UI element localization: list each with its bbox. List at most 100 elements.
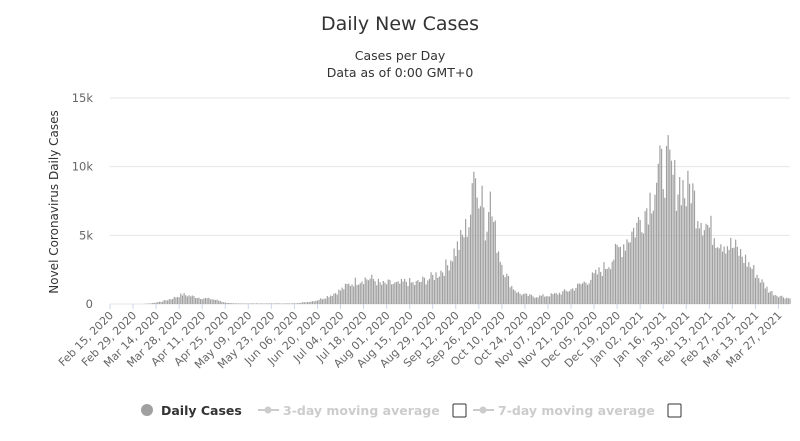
daily-cases-bar[interactable] bbox=[603, 262, 605, 304]
daily-cases-bar[interactable] bbox=[310, 301, 312, 304]
daily-cases-bar[interactable] bbox=[221, 301, 223, 304]
daily-cases-bar[interactable] bbox=[438, 276, 440, 304]
daily-cases-bar[interactable] bbox=[656, 182, 658, 304]
daily-cases-bar[interactable] bbox=[422, 276, 424, 304]
daily-cases-bar[interactable] bbox=[672, 174, 674, 304]
daily-cases-bar[interactable] bbox=[534, 297, 536, 304]
daily-cases-bar[interactable] bbox=[272, 303, 274, 304]
daily-cases-bar[interactable] bbox=[634, 237, 636, 304]
daily-cases-bar[interactable] bbox=[213, 299, 215, 304]
daily-cases-bar[interactable] bbox=[414, 285, 416, 304]
daily-cases-bar[interactable] bbox=[224, 302, 226, 304]
daily-cases-bar[interactable] bbox=[216, 299, 218, 304]
daily-cases-bar[interactable] bbox=[356, 284, 358, 304]
daily-cases-bar[interactable] bbox=[445, 259, 447, 304]
daily-cases-bar[interactable] bbox=[484, 240, 486, 304]
daily-cases-bar[interactable] bbox=[260, 303, 263, 304]
checkbox-7-day-average[interactable] bbox=[667, 403, 682, 418]
daily-cases-bar[interactable] bbox=[598, 267, 600, 304]
daily-cases-bar[interactable] bbox=[193, 296, 195, 304]
daily-cases-bar[interactable] bbox=[684, 198, 686, 304]
daily-cases-bar[interactable] bbox=[628, 242, 630, 304]
daily-cases-bar[interactable] bbox=[721, 251, 724, 304]
daily-cases-bar[interactable] bbox=[320, 298, 322, 304]
daily-cases-bar[interactable] bbox=[209, 299, 212, 304]
daily-cases-bar[interactable] bbox=[372, 278, 375, 304]
daily-cases-bar[interactable] bbox=[249, 303, 251, 304]
daily-cases-bar[interactable] bbox=[255, 303, 258, 304]
daily-cases-bar[interactable] bbox=[234, 303, 236, 304]
daily-cases-bar[interactable] bbox=[616, 244, 618, 304]
daily-cases-bar[interactable] bbox=[707, 224, 709, 304]
daily-cases-bar[interactable] bbox=[679, 177, 681, 304]
daily-cases-bar[interactable] bbox=[308, 302, 310, 304]
daily-cases-bar[interactable] bbox=[516, 292, 518, 304]
legend-item-3-day-average[interactable]: 3-day moving average bbox=[258, 403, 440, 418]
daily-cases-bar[interactable] bbox=[430, 272, 432, 304]
daily-cases-bar[interactable] bbox=[232, 303, 235, 304]
daily-cases-bar[interactable] bbox=[740, 248, 742, 304]
daily-cases-bar[interactable] bbox=[537, 297, 539, 305]
daily-cases-bar[interactable] bbox=[150, 303, 152, 304]
daily-cases-bar[interactable] bbox=[201, 299, 203, 304]
daily-cases-bar[interactable] bbox=[741, 256, 743, 304]
daily-cases-bar[interactable] bbox=[303, 302, 305, 304]
daily-cases-bar[interactable] bbox=[519, 293, 521, 304]
daily-cases-bar[interactable] bbox=[659, 145, 661, 304]
daily-cases-bar[interactable] bbox=[333, 293, 335, 304]
daily-cases-bar[interactable] bbox=[259, 303, 261, 304]
daily-cases-bar[interactable] bbox=[188, 295, 190, 304]
daily-cases-bar[interactable] bbox=[567, 291, 569, 304]
daily-cases-bar[interactable] bbox=[591, 272, 594, 304]
daily-cases-bar[interactable] bbox=[321, 299, 323, 304]
daily-cases-bar[interactable] bbox=[175, 297, 177, 304]
daily-cases-bar[interactable] bbox=[287, 303, 289, 304]
daily-cases-bar[interactable] bbox=[605, 268, 607, 304]
daily-cases-bar[interactable] bbox=[776, 295, 778, 304]
daily-cases-bar[interactable] bbox=[540, 295, 542, 304]
daily-cases-bar[interactable] bbox=[687, 170, 689, 304]
daily-cases-bar[interactable] bbox=[196, 298, 198, 304]
daily-cases-bar[interactable] bbox=[787, 298, 789, 304]
daily-cases-bar[interactable] bbox=[425, 284, 427, 304]
daily-cases-bar[interactable] bbox=[389, 279, 391, 304]
daily-cases-bar[interactable] bbox=[343, 289, 345, 304]
daily-cases-bar[interactable] bbox=[698, 228, 701, 304]
daily-cases-bar[interactable] bbox=[657, 163, 659, 304]
daily-cases-bar[interactable] bbox=[651, 213, 653, 305]
daily-cases-bar[interactable] bbox=[636, 222, 638, 304]
daily-cases-bar[interactable] bbox=[669, 149, 671, 304]
daily-cases-bar[interactable] bbox=[241, 303, 243, 304]
daily-cases-bar[interactable] bbox=[293, 303, 295, 304]
daily-cases-bar[interactable] bbox=[728, 249, 730, 304]
daily-cases-bar[interactable] bbox=[549, 296, 551, 304]
daily-cases-bar[interactable] bbox=[297, 303, 299, 304]
daily-cases-bar[interactable] bbox=[353, 286, 355, 304]
daily-cases-bar[interactable] bbox=[654, 194, 656, 304]
daily-cases-bar[interactable] bbox=[758, 278, 760, 304]
daily-cases-bar[interactable] bbox=[206, 298, 208, 304]
daily-cases-bar[interactable] bbox=[302, 302, 304, 304]
daily-cases-bar[interactable] bbox=[624, 250, 626, 304]
daily-cases-bar[interactable] bbox=[288, 303, 291, 304]
daily-cases-bar[interactable] bbox=[198, 297, 200, 304]
daily-cases-bar[interactable] bbox=[637, 216, 640, 304]
daily-cases-bar[interactable] bbox=[440, 270, 442, 304]
daily-cases-bar[interactable] bbox=[437, 277, 439, 304]
daily-cases-bar[interactable] bbox=[311, 301, 314, 304]
checkbox-3-day-average[interactable] bbox=[452, 403, 467, 418]
daily-cases-bar[interactable] bbox=[690, 203, 692, 304]
daily-cases-bar[interactable] bbox=[662, 189, 664, 304]
daily-cases-bar[interactable] bbox=[581, 283, 584, 304]
daily-cases-bar[interactable] bbox=[786, 297, 788, 304]
daily-cases-bar[interactable] bbox=[781, 295, 783, 304]
daily-cases-bar[interactable] bbox=[664, 197, 666, 304]
daily-cases-bar[interactable] bbox=[346, 284, 348, 304]
daily-cases-bar[interactable] bbox=[165, 300, 167, 304]
daily-cases-bar[interactable] bbox=[252, 303, 254, 304]
daily-cases-bar[interactable] bbox=[442, 272, 444, 304]
daily-cases-bar[interactable] bbox=[277, 303, 279, 304]
daily-cases-bar[interactable] bbox=[478, 208, 480, 304]
daily-cases-bar[interactable] bbox=[756, 274, 758, 304]
daily-cases-bar[interactable] bbox=[555, 293, 557, 304]
